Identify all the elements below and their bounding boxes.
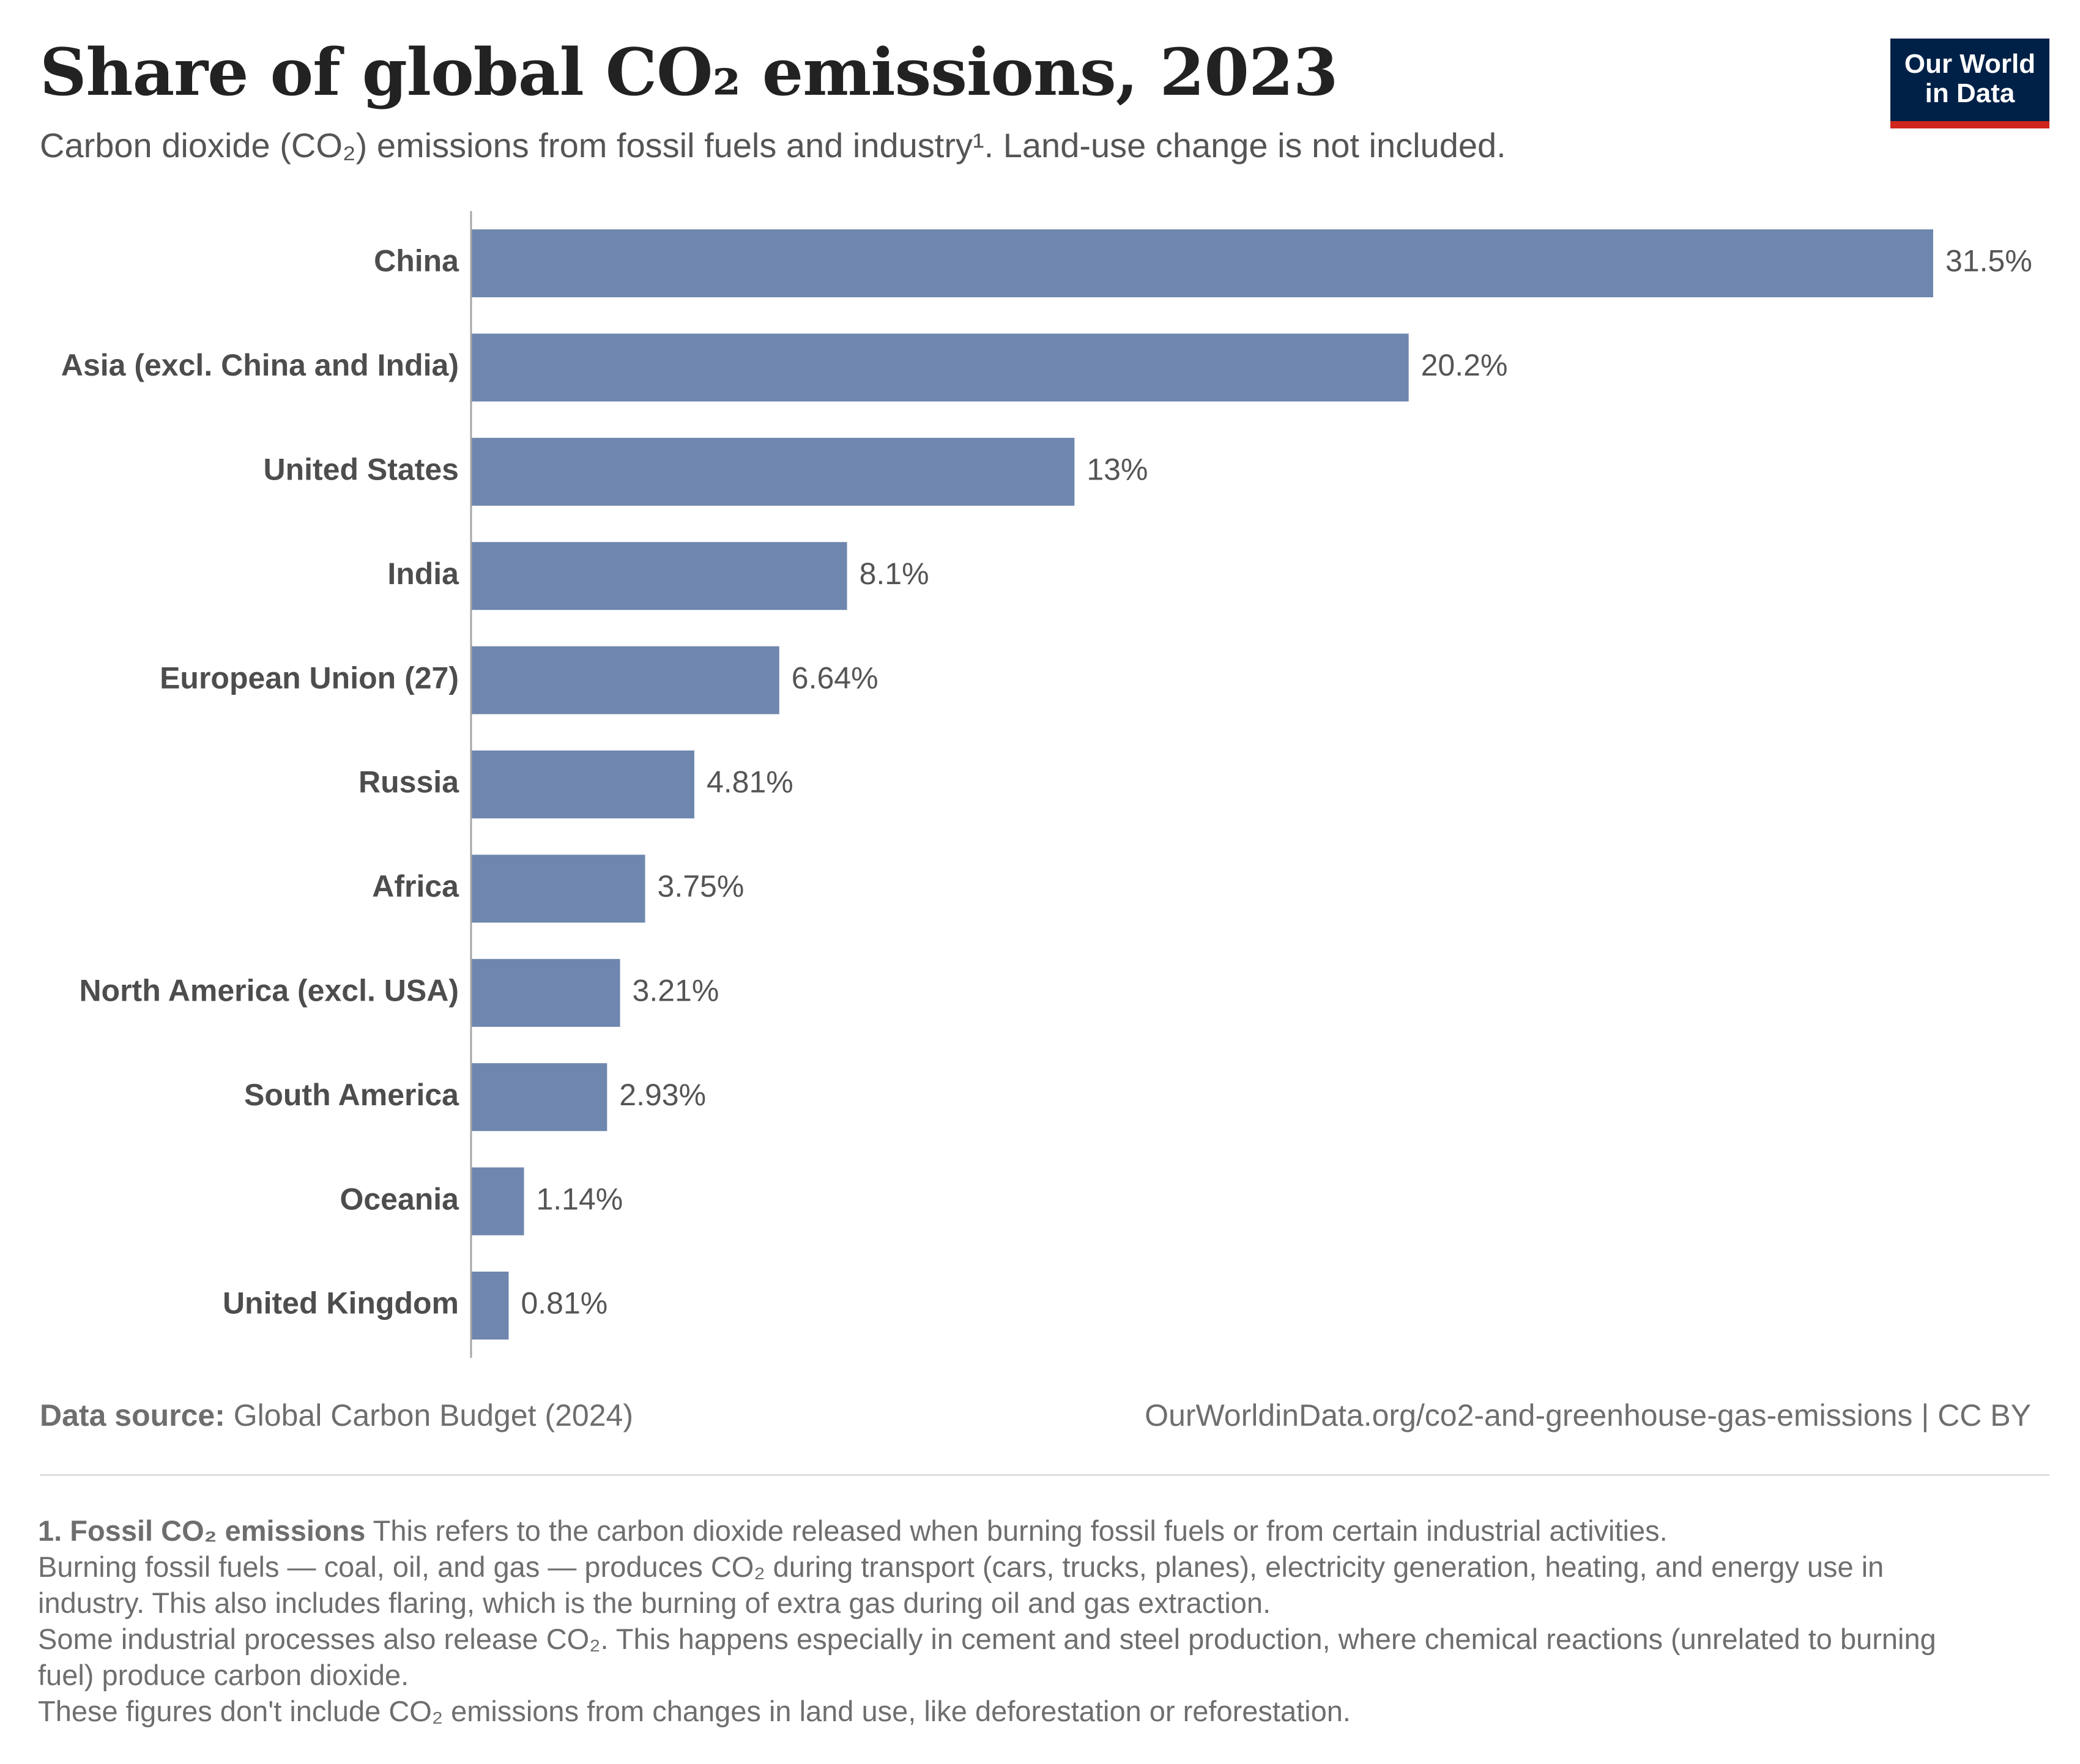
logo-line-1: Our World	[1904, 49, 2036, 79]
bar-africa	[471, 854, 645, 923]
category-label-russia: Russia	[358, 765, 459, 799]
category-label-north-america-excl-usa: North America (excl. USA)	[79, 974, 459, 1008]
bar-india	[471, 542, 847, 610]
value-label-oceania: 1.14%	[536, 1182, 623, 1216]
category-label-european-union-27: European Union (27)	[160, 661, 459, 695]
value-label-european-union-27: 6.64%	[792, 661, 878, 695]
value-label-south-america: 2.93%	[619, 1078, 706, 1112]
footnotes: 1. Fossil CO₂ emissions This refers to t…	[38, 1513, 1996, 1729]
category-label-africa: Africa	[372, 869, 459, 903]
value-label-united-kingdom: 0.81%	[521, 1286, 607, 1321]
value-label-north-america-excl-usa: 3.21%	[633, 974, 719, 1008]
category-label-asia-excl-china-and-india: Asia (excl. China and India)	[61, 348, 459, 382]
bar-asia-excl-china-and-india	[471, 333, 1409, 402]
chart-subtitle: Carbon dioxide (CO₂) emissions from foss…	[40, 126, 1506, 165]
footnote-line-4: These figures don't include CO₂ emission…	[38, 1695, 1351, 1727]
value-label-china: 31.5%	[1945, 244, 2032, 278]
bar-european-union-27	[471, 646, 779, 714]
category-label-china: China	[374, 244, 459, 278]
bar-china	[471, 229, 1933, 297]
category-label-oceania: Oceania	[340, 1182, 459, 1216]
footer-divider	[40, 1474, 2049, 1476]
owid-logo[interactable]: Our World in Data	[1890, 39, 2049, 128]
source-url-link[interactable]: OurWorldinData.org/co2-and-greenhouse-ga…	[1145, 1398, 2031, 1432]
category-label-south-america: South America	[244, 1078, 459, 1112]
value-label-united-states: 13%	[1086, 453, 1148, 487]
bar-oceania	[471, 1167, 524, 1236]
footnote-line-1: 1. Fossil CO₂ emissions This refers to t…	[38, 1513, 1996, 1549]
footnote-text-1: This refers to the carbon dioxide releas…	[365, 1514, 1668, 1547]
value-label-india: 8.1%	[860, 557, 929, 591]
bar-united-kingdom	[471, 1272, 509, 1340]
bar-russia	[471, 750, 694, 818]
footnote-line-3: Some industrial processes also release C…	[38, 1623, 1936, 1691]
logo-line-2: in Data	[1925, 78, 2015, 108]
data-source-text: Global Carbon Budget (2024)	[225, 1398, 633, 1432]
footnote-heading: 1. Fossil CO₂ emissions	[38, 1514, 366, 1547]
value-label-africa: 3.75%	[658, 869, 745, 903]
bar-north-america-excl-usa	[471, 958, 620, 1027]
category-label-united-kingdom: United Kingdom	[223, 1286, 459, 1321]
category-label-united-states: United States	[263, 453, 459, 487]
category-label-india: India	[387, 557, 459, 591]
bar-south-america	[471, 1063, 607, 1132]
data-source: Data source: Global Carbon Budget (2024)	[40, 1398, 633, 1433]
footnote-line-2: Burning fossil fuels — coal, oil, and ga…	[38, 1551, 1884, 1619]
bar-chart: China 31.5% Asia (excl. China and India) 20…	[61, 211, 2032, 1358]
chart-title: Share of global CO₂ emissions, 2023	[40, 34, 1339, 110]
data-source-label: Data source:	[40, 1398, 225, 1432]
value-label-russia: 4.81%	[707, 765, 793, 799]
value-label-asia-excl-china-and-india: 20.2%	[1421, 348, 1508, 382]
bar-united-states	[471, 437, 1075, 506]
